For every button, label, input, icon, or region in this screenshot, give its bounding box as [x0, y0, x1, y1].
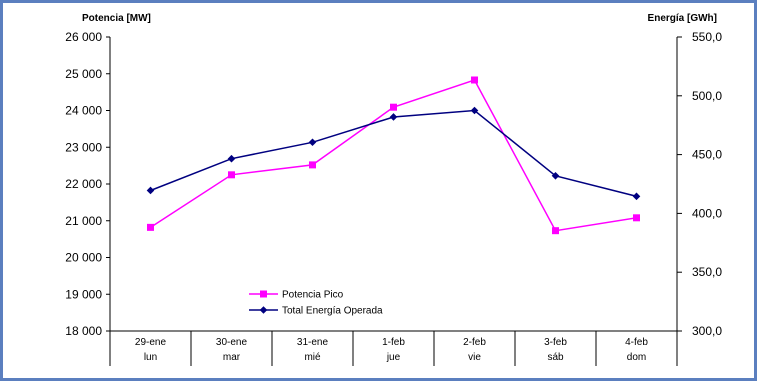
- x-tick-label-day: mié: [304, 352, 321, 363]
- left-axis-title: Potencia [MW]: [82, 13, 151, 24]
- x-tick-label-day: sáb: [547, 352, 564, 363]
- data-point-potencia-pico: [633, 214, 640, 222]
- right-tick-label: 400,0: [692, 206, 722, 220]
- legend-marker-total-energia-operada: [259, 306, 268, 314]
- series-line-potencia-pico: [150, 79, 637, 232]
- data-point-total-energia-operada: [308, 138, 317, 147]
- series-layer: [146, 76, 641, 235]
- data-point-potencia-pico: [228, 171, 235, 179]
- x-tick-label-day: lun: [144, 352, 157, 363]
- data-point-potencia-pico: [147, 223, 154, 231]
- data-point-total-energia-operada: [146, 186, 155, 195]
- left-tick-label: 21 000: [65, 214, 102, 228]
- data-point-potencia-pico: [390, 103, 397, 111]
- x-tick-label-day: jue: [386, 352, 401, 363]
- left-tick-label: 23 000: [65, 140, 102, 154]
- series-line-total-energia-operada: [150, 109, 637, 198]
- right-tick-label: 350,0: [692, 265, 722, 279]
- x-tick-label-date: 31-ene: [297, 337, 329, 348]
- left-tick-label: 26 000: [65, 30, 102, 44]
- left-tick-label: 20 000: [65, 251, 102, 265]
- legend-label-total-energia-operada: Total Energía Operada: [282, 306, 383, 317]
- right-tick-label: 300,0: [692, 324, 722, 338]
- left-tick-label: 24 000: [65, 104, 102, 118]
- x-tick-label-date: 2-feb: [463, 337, 486, 348]
- x-tick-label-date: 4-feb: [625, 337, 648, 348]
- left-tick-label: 22 000: [65, 177, 102, 191]
- data-point-potencia-pico: [471, 76, 478, 84]
- data-point-total-energia-operada: [551, 171, 560, 180]
- right-axis-title: Energía [GWh]: [648, 13, 717, 24]
- data-point-potencia-pico: [552, 227, 559, 235]
- data-point-total-energia-operada: [389, 113, 398, 121]
- data-point-potencia-pico: [309, 161, 316, 169]
- axes: 18 000 19 000 20 000 21 000 22 000 23 000 24 0…: [65, 30, 722, 366]
- left-tick-label: 25 000: [65, 67, 102, 81]
- x-tick-label-date: 29-ene: [135, 337, 167, 348]
- x-tick-label-day: vie: [468, 352, 481, 363]
- x-tick-label-date: 30-ene: [216, 337, 248, 348]
- x-tick-label-date: 3-feb: [544, 337, 567, 348]
- right-tick-label: 550,0: [692, 30, 722, 44]
- right-tick-label: 450,0: [692, 148, 722, 162]
- legend: Potencia Pico Total Energía Operada: [249, 290, 383, 317]
- right-tick-label: 500,0: [692, 89, 722, 103]
- x-tick-label-day: dom: [627, 352, 646, 363]
- x-tick-label-day: mar: [223, 352, 241, 363]
- left-tick-label: 18 000: [65, 324, 102, 338]
- legend-label-potencia-pico: Potencia Pico: [282, 290, 344, 301]
- data-point-total-energia-operada: [470, 106, 479, 115]
- x-tick-label-date: 1-feb: [382, 337, 405, 348]
- left-tick-label: 19 000: [65, 287, 102, 301]
- data-point-total-energia-operada: [227, 154, 236, 163]
- legend-marker-potencia-pico: [260, 290, 267, 298]
- data-point-total-energia-operada: [632, 192, 641, 201]
